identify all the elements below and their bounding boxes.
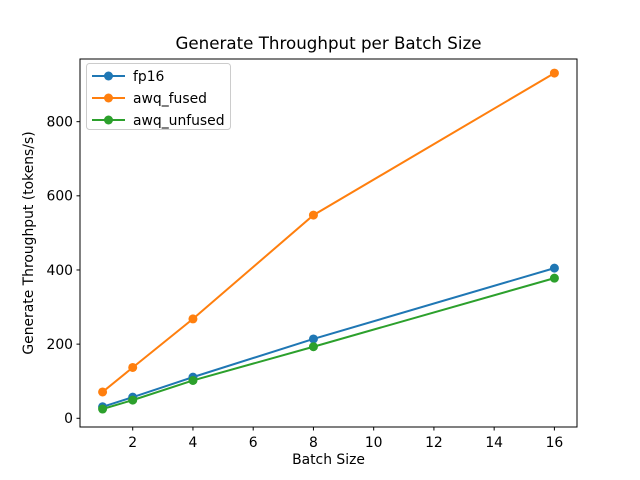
x-tick-label: 12 [425,435,443,451]
y-tick-label: 800 [46,114,73,130]
y-tick-label: 200 [46,337,73,353]
y-tick-label: 600 [46,189,73,205]
y-tick-label: 400 [46,263,73,279]
marker-awq_unfused [549,273,559,283]
marker-awq_fused [98,387,108,397]
legend-marker [104,93,113,103]
marker-awq_fused [128,362,138,372]
marker-awq_unfused [188,375,198,385]
x-tick-label: 8 [309,435,318,451]
x-tick-label: 4 [189,435,198,451]
legend-marker [104,71,113,81]
marker-awq_fused [188,314,198,324]
chart-title: Generate Throughput per Batch Size [175,33,481,53]
legend-item-fp16: fp16 [92,69,164,85]
series-line-awq_unfused [101,277,556,411]
plot-layer: 2 4 6 8 10 12 14 16 0 200 400 600 800 fp16 awq_fusedaw… [46,58,578,451]
legend-item-awq_fused: awq_fused [92,91,207,107]
marker-awq_unfused [128,395,138,405]
marker-awq_fused [549,68,559,78]
y-tick-label: 0 [64,411,73,427]
legend-label-awq_unfused: awq_unfused [133,113,225,129]
marker-awq_unfused [308,342,318,352]
marker-fp16 [308,334,318,344]
legend: fp16 awq_fused awq_unfused [86,63,231,130]
marker-awq_fused [308,210,318,220]
y-axis-label: Generate Throughput (tokens/s) [21,131,37,354]
legend-box [86,63,231,130]
legend-label-fp16: fp16 [133,69,164,85]
legend-marker [104,115,113,125]
legend-label-awq_fused: awq_fused [133,91,207,107]
legend-item-awq_unfused: awq_unfused [92,113,225,129]
marker-fp16 [549,263,559,273]
marker-awq_unfused [98,404,108,414]
x-tick-label: 10 [365,435,383,451]
x-tick-label: 6 [249,435,258,451]
plot-border [79,58,578,428]
x-tick-label: 2 [128,435,137,451]
x-tick-label: 16 [546,435,564,451]
x-tick-label: 14 [485,435,503,451]
x-axis-label: Batch Size [292,452,365,468]
